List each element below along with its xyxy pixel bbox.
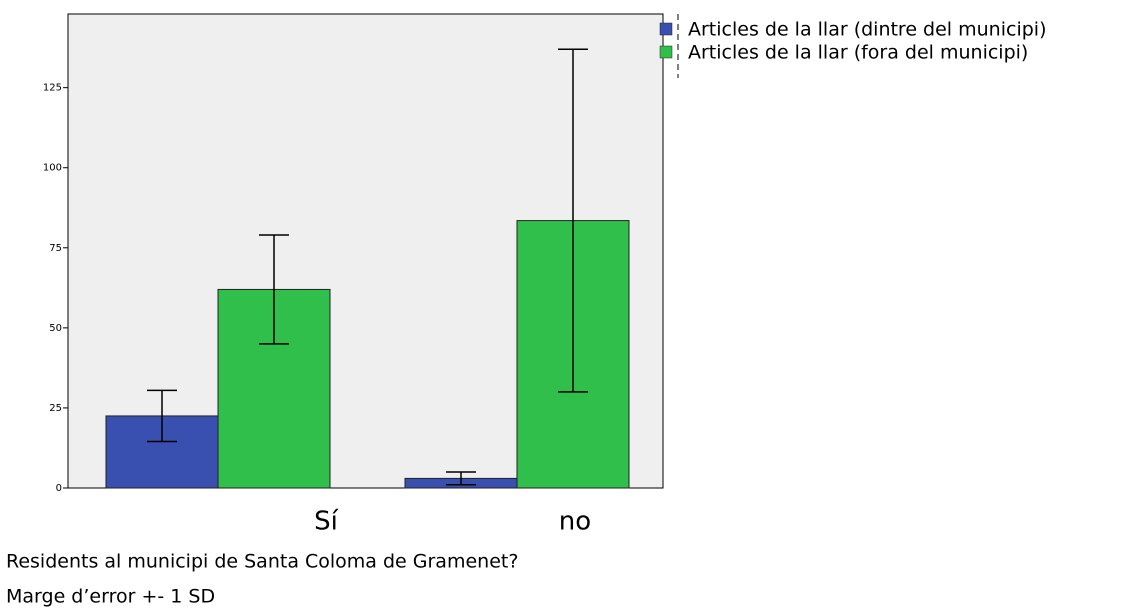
error-bar: [558, 48, 588, 393]
x-tick-label: Sí: [314, 507, 339, 537]
error-bar: [259, 234, 289, 345]
y-tick-label: 25: [49, 403, 62, 414]
error-bar: [147, 389, 177, 443]
error-bar: [446, 471, 476, 486]
y-tick-label: 125: [43, 83, 62, 94]
legend-swatch: [659, 22, 673, 36]
y-tick-label: 50: [49, 323, 62, 334]
x-tick-label: no: [559, 507, 591, 537]
y-tick-label: 100: [43, 163, 62, 174]
y-tick-label: 75: [49, 243, 62, 254]
annotation: Marge d’error +- 1 SD: [6, 586, 215, 608]
legend-label: Articles de la llar (dintre del municipi…: [688, 19, 1046, 41]
x-axis-label: Residents al municipi de Santa Coloma de…: [6, 551, 518, 573]
legend-label: Articles de la llar (fora del municipi): [688, 42, 1028, 64]
legend-swatch: [659, 45, 673, 59]
y-tick-label: 0: [56, 483, 62, 494]
